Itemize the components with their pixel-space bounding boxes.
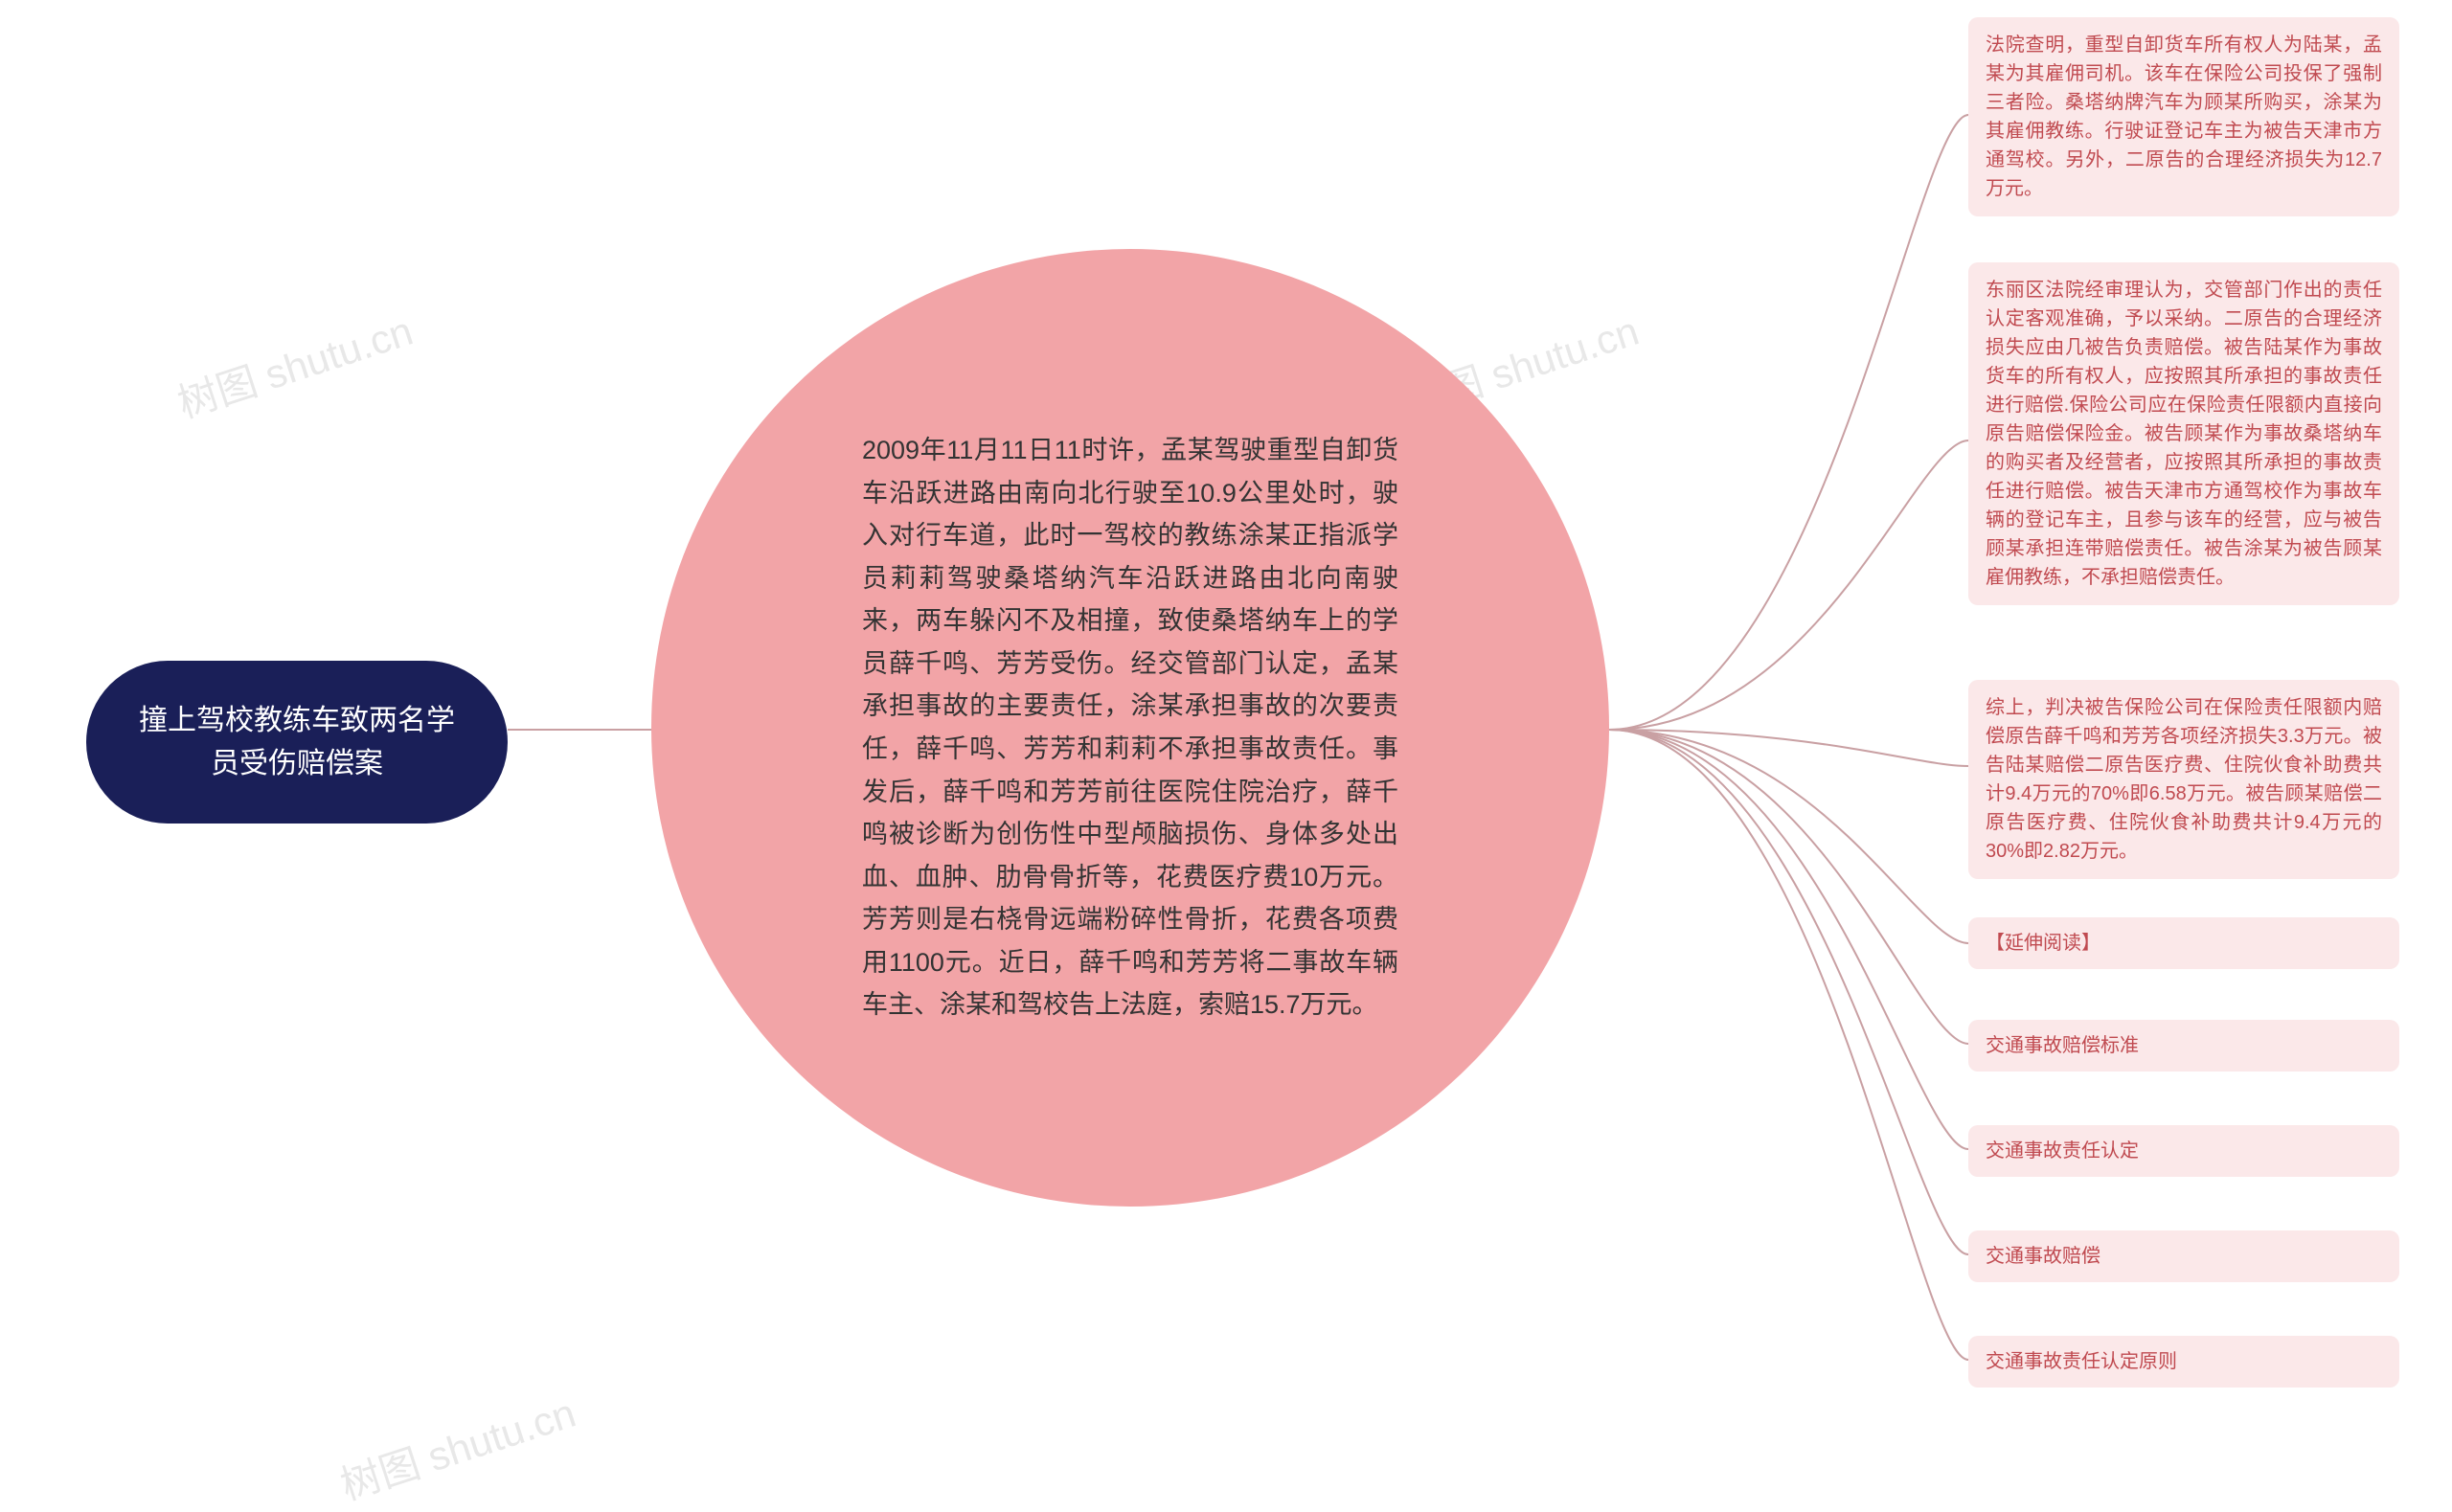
root-label: 撞上驾校教练车致两名学员受伤赔偿案 xyxy=(138,699,456,785)
main-node[interactable]: 2009年11月11日11时许，孟某驾驶重型自卸货车沿跃进路由南向北行驶至10.… xyxy=(651,249,1609,1207)
leaf-node[interactable]: 东丽区法院经审理认为，交管部门作出的责任认定客观准确，予以采纳。二原告的合理经济… xyxy=(1968,262,2399,605)
leaf-node[interactable]: 交通事故赔偿 xyxy=(1968,1230,2399,1282)
leaf-text: 交通事故赔偿标准 xyxy=(1986,1035,2139,1056)
watermark: 树图 shutu.cn xyxy=(332,1381,582,1512)
watermark: 树图 shutu.cn xyxy=(170,299,420,430)
leaf-text: 交通事故赔偿 xyxy=(1986,1246,2100,1267)
leaf-text: 【延伸阅读】 xyxy=(1986,933,2100,954)
root-node[interactable]: 撞上驾校教练车致两名学员受伤赔偿案 xyxy=(86,661,508,824)
leaf-node[interactable]: 法院查明，重型自卸货车所有权人为陆某，孟某为其雇佣司机。该车在保险公司投保了强制… xyxy=(1968,17,2399,216)
leaf-text: 综上，判决被告保险公司在保险责任限额内赔偿原告薛千鸣和芳芳各项经济损失3.3万元… xyxy=(1986,697,2382,862)
leaf-node[interactable]: 【延伸阅读】 xyxy=(1968,917,2399,969)
leaf-node[interactable]: 交通事故责任认定 xyxy=(1968,1125,2399,1177)
mindmap-canvas: 树图 shutu.cn 树图 shutu.cn 树图 shutu.cn 树图 s… xyxy=(0,0,2452,1460)
leaf-node[interactable]: 交通事故赔偿标准 xyxy=(1968,1020,2399,1072)
leaf-node[interactable]: 交通事故责任认定原则 xyxy=(1968,1336,2399,1388)
leaf-text: 交通事故责任认定原则 xyxy=(1986,1351,2177,1372)
leaf-text: 东丽区法院经审理认为，交管部门作出的责任认定客观准确，予以采纳。二原告的合理经济… xyxy=(1986,280,2382,588)
leaf-node[interactable]: 综上，判决被告保险公司在保险责任限额内赔偿原告薛千鸣和芳芳各项经济损失3.3万元… xyxy=(1968,680,2399,879)
leaf-text: 法院查明，重型自卸货车所有权人为陆某，孟某为其雇佣司机。该车在保险公司投保了强制… xyxy=(1986,34,2382,199)
leaf-text: 交通事故责任认定 xyxy=(1986,1140,2139,1162)
main-text: 2009年11月11日11时许，孟某驾驶重型自卸货车沿跃进路由南向北行驶至10.… xyxy=(862,429,1398,1027)
